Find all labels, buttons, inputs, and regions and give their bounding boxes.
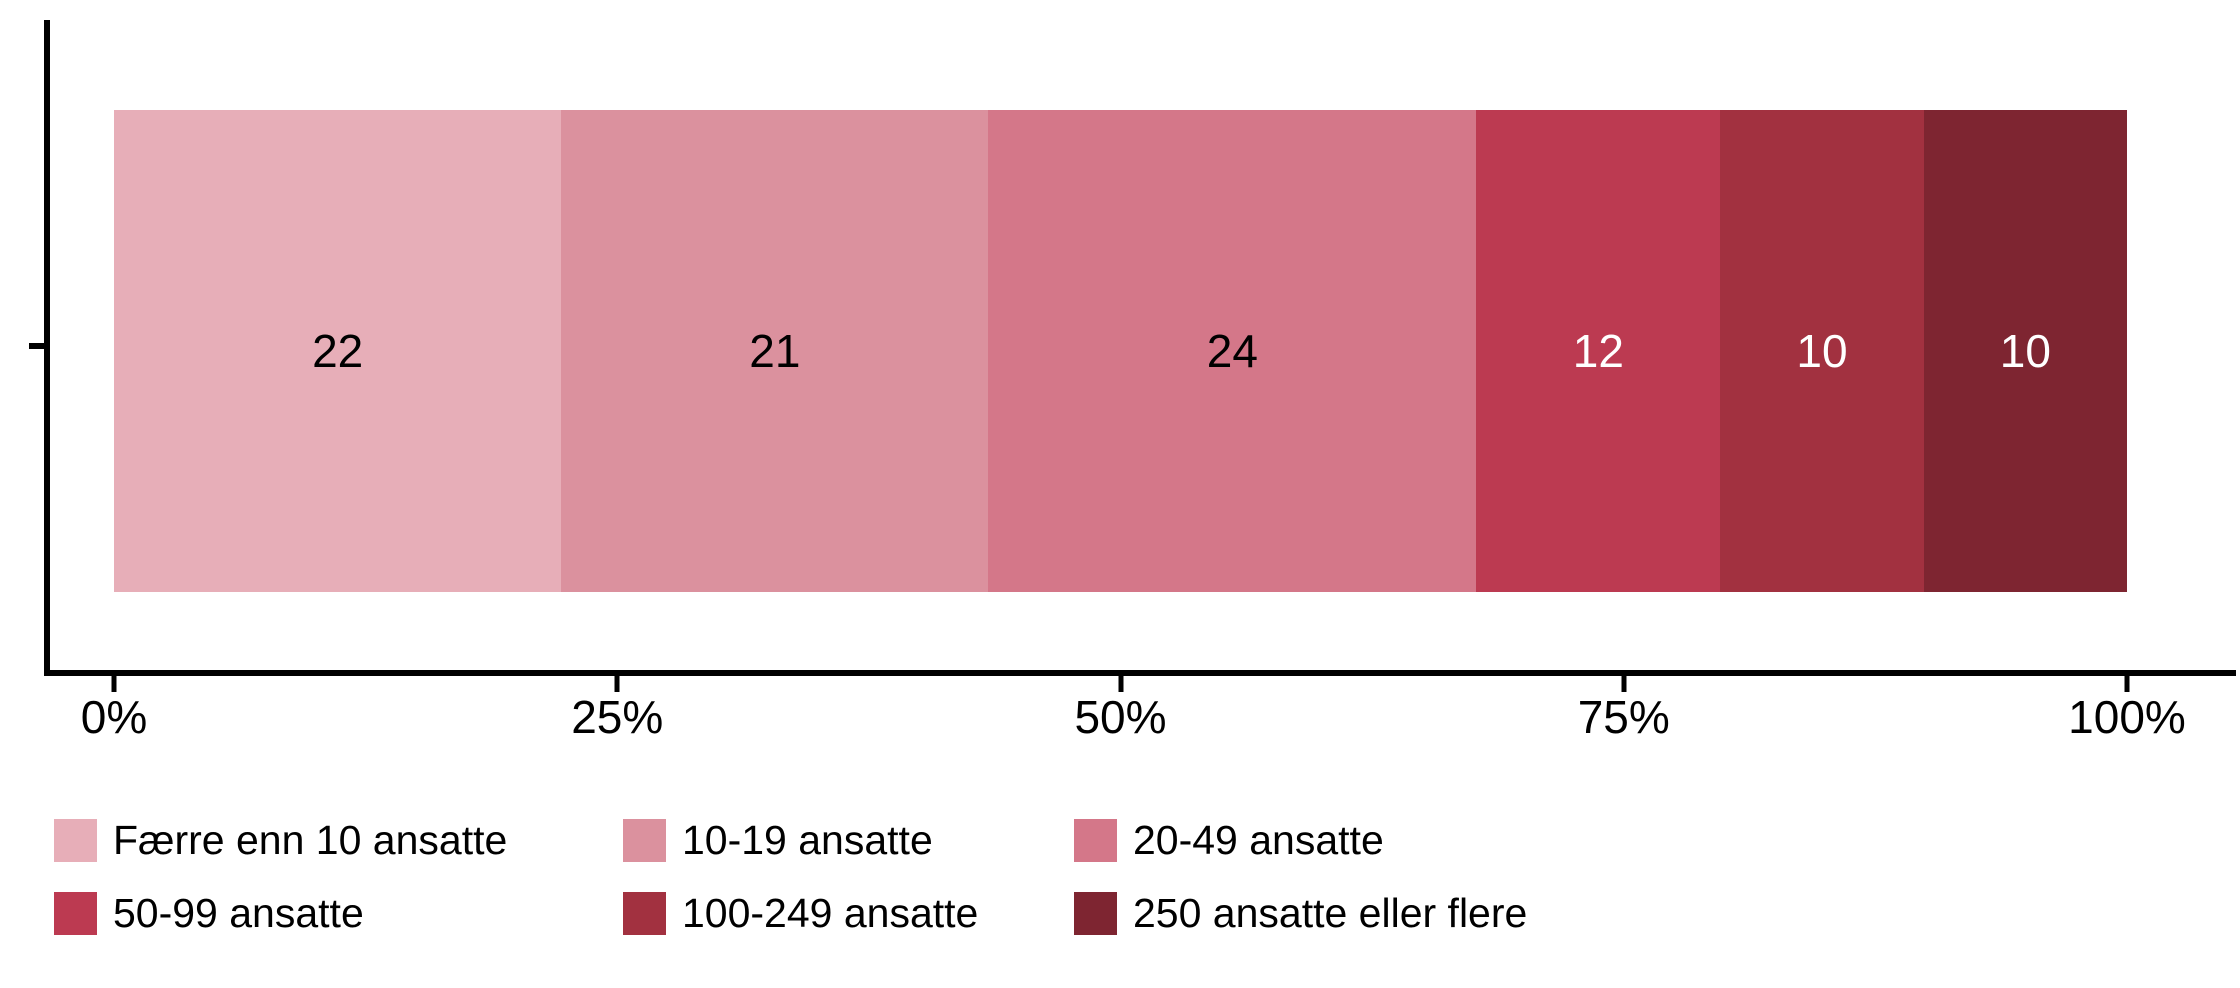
legend-swatch: [1074, 819, 1117, 862]
legend-swatch: [54, 892, 97, 935]
bar-segment-value: 12: [1572, 325, 1624, 377]
x-axis-tick: [111, 676, 117, 692]
stacked-bar: 22 21 24 12 10 10: [114, 110, 2127, 592]
bar-segment: 24: [988, 110, 1477, 592]
bar-segment: 10: [1720, 110, 1924, 592]
bar-segment: 22: [114, 110, 562, 592]
legend-label: 10-19 ansatte: [682, 817, 933, 863]
x-axis-tick-label: 100%: [2068, 691, 2186, 743]
x-axis-tick: [614, 676, 620, 692]
legend-label: 20-49 ansatte: [1133, 817, 1384, 863]
x-axis-tick: [1621, 676, 1627, 692]
x-axis-tick-label: 25%: [571, 691, 664, 743]
bar-segment: 12: [1476, 110, 1721, 592]
bar-segment-value: 21: [749, 325, 801, 377]
legend-swatch: [623, 819, 666, 862]
x-axis-tick: [2124, 676, 2130, 692]
legend-swatch: [54, 819, 97, 862]
legend-item: 250 ansatte eller flere: [1074, 890, 1527, 937]
legend-item: Færre enn 10 ansatte: [54, 817, 507, 864]
bar-segment-value: 24: [1206, 325, 1258, 377]
legend-item: 100-249 ansatte: [623, 890, 978, 937]
bar-segment: 10: [1923, 110, 2127, 592]
legend-label: 50-99 ansatte: [113, 890, 364, 936]
legend-item: 50-99 ansatte: [54, 890, 364, 937]
bar-segment: 21: [561, 110, 989, 592]
x-axis-line: [44, 670, 2236, 676]
legend-label: Færre enn 10 ansatte: [113, 817, 508, 863]
legend-item: 20-49 ansatte: [1074, 817, 1384, 864]
legend-swatch: [1074, 892, 1117, 935]
legend-label: 250 ansatte eller flere: [1133, 890, 1528, 936]
bar-segment-value: 22: [312, 325, 364, 377]
bar-segment-value: 10: [1999, 325, 2051, 377]
legend-item: 10-19 ansatte: [623, 817, 933, 864]
legend-swatch: [623, 892, 666, 935]
x-axis-tick-label: 75%: [1577, 691, 1670, 743]
y-axis-tick: [29, 343, 44, 349]
bar-segment-value: 10: [1796, 325, 1848, 377]
y-axis-line: [44, 20, 50, 676]
x-axis-tick-label: 50%: [1074, 691, 1167, 743]
x-axis-tick-label: 0%: [80, 691, 148, 743]
x-axis-tick: [1118, 676, 1123, 692]
legend-label: 100-249 ansatte: [682, 890, 979, 936]
